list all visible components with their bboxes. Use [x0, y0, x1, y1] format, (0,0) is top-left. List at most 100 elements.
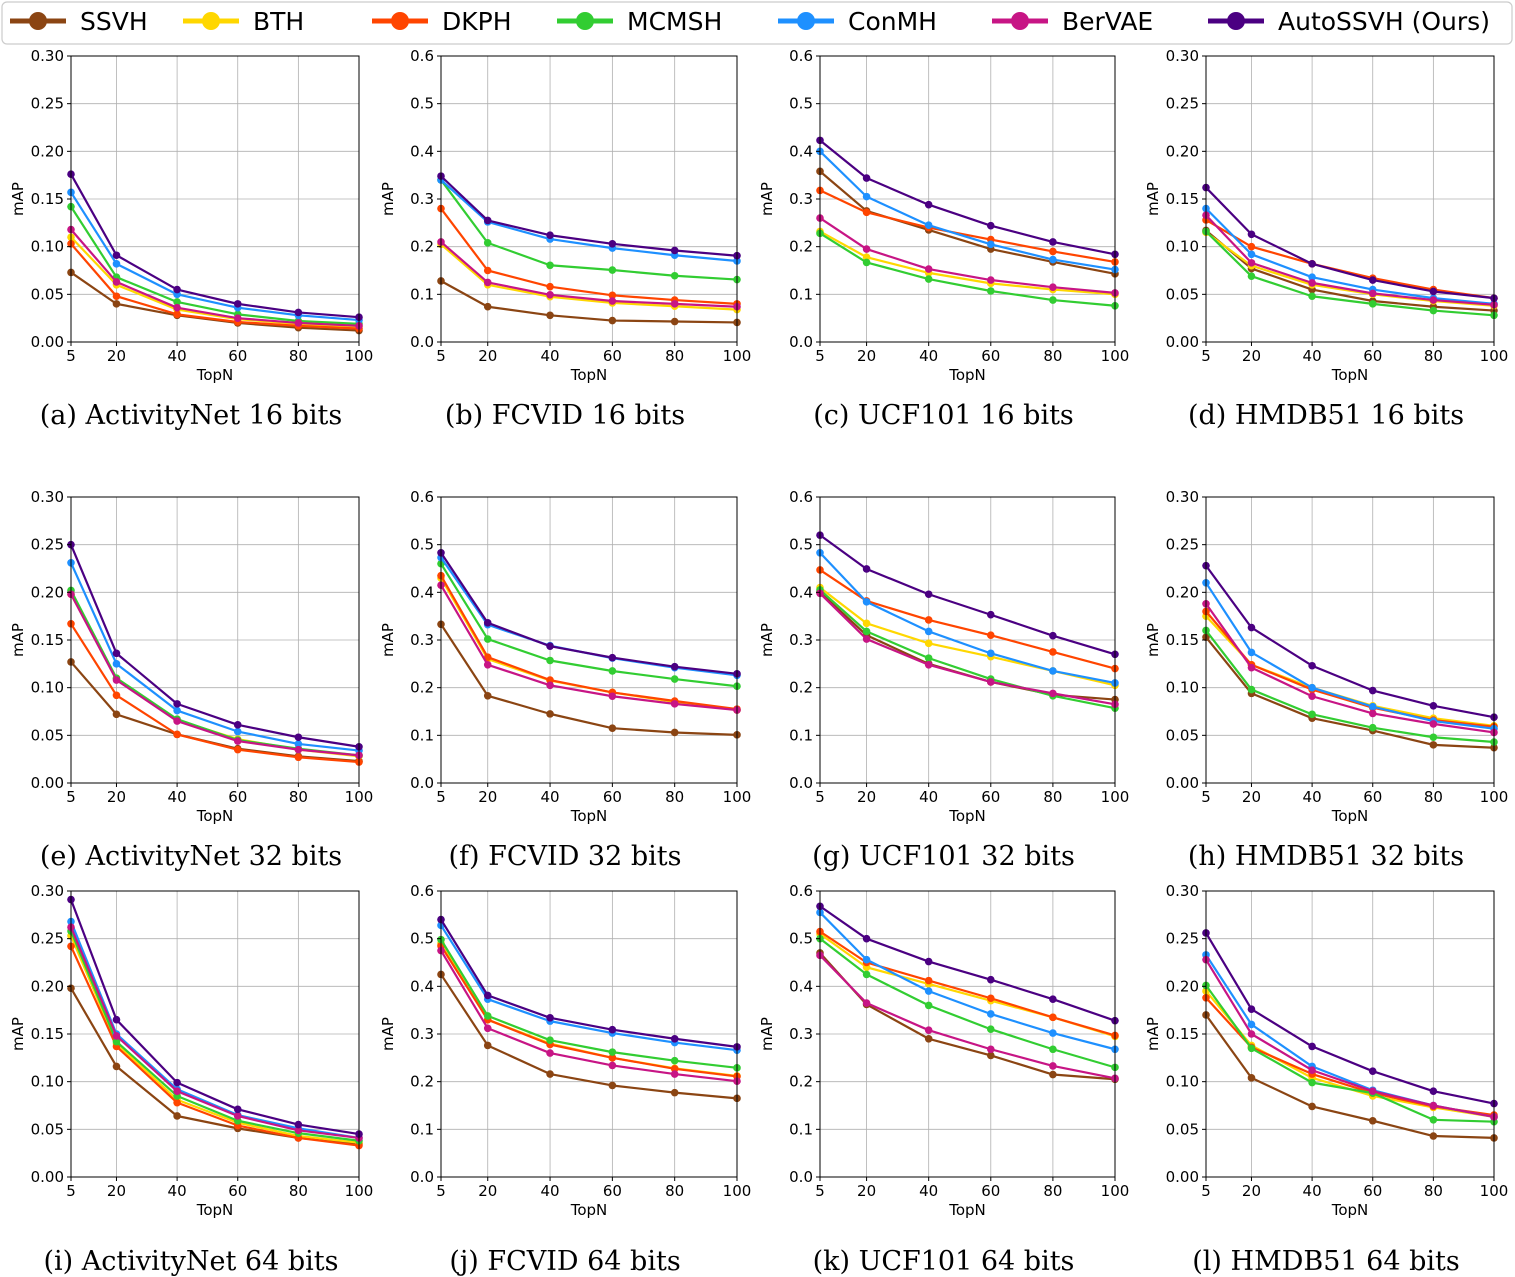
data-point	[924, 957, 933, 966]
series-line	[819, 569, 1116, 670]
y-tick-label: 0.05	[31, 726, 64, 744]
series-autossvh-ours	[816, 531, 1119, 659]
data-point	[608, 692, 617, 701]
y-tick-label: 0.15	[31, 1025, 64, 1043]
series-line	[819, 589, 1116, 710]
data-point	[112, 710, 121, 719]
series-line	[440, 207, 738, 305]
y-tick-label: 0.30	[31, 47, 64, 65]
x-tick-label: 40	[919, 788, 938, 806]
legend-swatch-marker	[797, 12, 815, 30]
y-tick-label: 0.2	[789, 238, 813, 256]
series-bth	[1202, 612, 1498, 730]
data-point	[173, 1078, 181, 1087]
x-axis-label: TopN	[570, 807, 608, 825]
y-tick-label: 0.15	[1166, 190, 1199, 208]
y-axis-label: mAP	[9, 623, 27, 657]
legend-label: BTH	[253, 7, 304, 36]
data-point	[1429, 1087, 1438, 1095]
y-tick-label: 0.2	[410, 238, 434, 256]
data-point	[670, 317, 679, 326]
data-point	[294, 753, 303, 762]
data-point	[173, 303, 181, 312]
series-mcmsh	[437, 935, 741, 1072]
x-tick-label: 100	[345, 788, 374, 806]
series-line	[440, 584, 738, 712]
x-tick-label: 5	[66, 347, 76, 365]
y-tick-label: 0.4	[410, 142, 434, 160]
x-tick-label: 100	[345, 347, 374, 365]
y-tick-label: 0.2	[410, 679, 434, 697]
y-tick-label: 0.20	[1166, 142, 1199, 160]
series-line	[1205, 997, 1495, 1117]
data-point	[1308, 710, 1316, 719]
data-point	[1049, 995, 1057, 1004]
data-point	[112, 278, 121, 286]
data-point	[924, 275, 933, 283]
x-tick-label: 80	[289, 1182, 308, 1200]
y-tick-label: 0.2	[789, 679, 813, 697]
series-line	[819, 592, 1116, 706]
data-point	[173, 1098, 181, 1107]
series-line	[1205, 564, 1495, 719]
data-point	[112, 691, 121, 700]
y-tick-label: 0.05	[31, 1120, 64, 1138]
series-ssvh	[67, 658, 363, 765]
x-tick-label: 80	[665, 347, 684, 365]
legend-swatch-marker	[1011, 12, 1029, 30]
legend-item-ssvh: SSVH	[10, 7, 148, 36]
data-point	[924, 660, 933, 669]
series-line	[440, 939, 738, 1069]
data-point	[112, 1015, 121, 1024]
y-tick-label: 0.5	[789, 930, 813, 948]
series-line	[69, 926, 360, 1140]
data-point	[986, 975, 995, 984]
x-tick-label: 20	[857, 347, 876, 365]
x-tick-label: 80	[665, 1182, 684, 1200]
x-tick-label: 60	[981, 347, 1000, 365]
y-tick-label: 0.6	[789, 47, 813, 65]
y-tick-label: 0.5	[410, 95, 434, 113]
y-tick-label: 0.30	[31, 488, 64, 506]
series-line	[69, 899, 360, 1136]
y-tick-label: 0.1	[410, 1120, 434, 1138]
series-line	[440, 179, 738, 263]
series-line	[70, 228, 360, 327]
legend-label: MCMSH	[627, 7, 722, 36]
charts: 5 20 40 60 80 100 TopN 0.000.050.100.150.200.25…	[9, 47, 1508, 1277]
y-axis-label: mAP	[379, 1017, 397, 1051]
series-mcmsh	[437, 176, 741, 284]
data-point	[862, 999, 871, 1007]
series-line	[819, 170, 1116, 275]
y-tick-label: 0.30	[31, 882, 64, 900]
y-axis: 0.00 0.05 0.10 0.15 0.20 0.25 0.30 mAP	[1144, 488, 1206, 792]
y-tick-label: 0.25	[1166, 930, 1199, 948]
x-tick-label: 60	[981, 788, 1000, 806]
y-tick-label: 0.0	[410, 333, 434, 351]
data-point	[670, 1088, 679, 1097]
series-autossvh-ours	[67, 540, 363, 751]
data-point	[1049, 689, 1057, 698]
data-point	[862, 598, 871, 606]
legend-label: DKPH	[442, 7, 512, 36]
data-point	[546, 282, 554, 291]
x-tick-label: 100	[1101, 1182, 1130, 1200]
data-point	[546, 1036, 554, 1044]
series-conmh	[816, 548, 1119, 687]
data-point	[1308, 1066, 1316, 1075]
y-tick-label: 0.15	[1166, 1025, 1199, 1043]
y-tick-label: 0.4	[789, 583, 813, 601]
series-conmh	[67, 188, 363, 324]
data-point	[1368, 289, 1377, 298]
series-autossvh-ours	[437, 172, 741, 260]
x-tick-label: 60	[1363, 347, 1382, 365]
data-point	[112, 300, 121, 308]
x-tick-label: 20	[478, 788, 497, 806]
data-point	[173, 1087, 181, 1095]
data-point	[986, 649, 995, 658]
data-point	[1247, 648, 1256, 657]
data-point	[1049, 631, 1057, 640]
y-tick-label: 0.2	[789, 1073, 813, 1091]
data-point	[112, 251, 121, 260]
